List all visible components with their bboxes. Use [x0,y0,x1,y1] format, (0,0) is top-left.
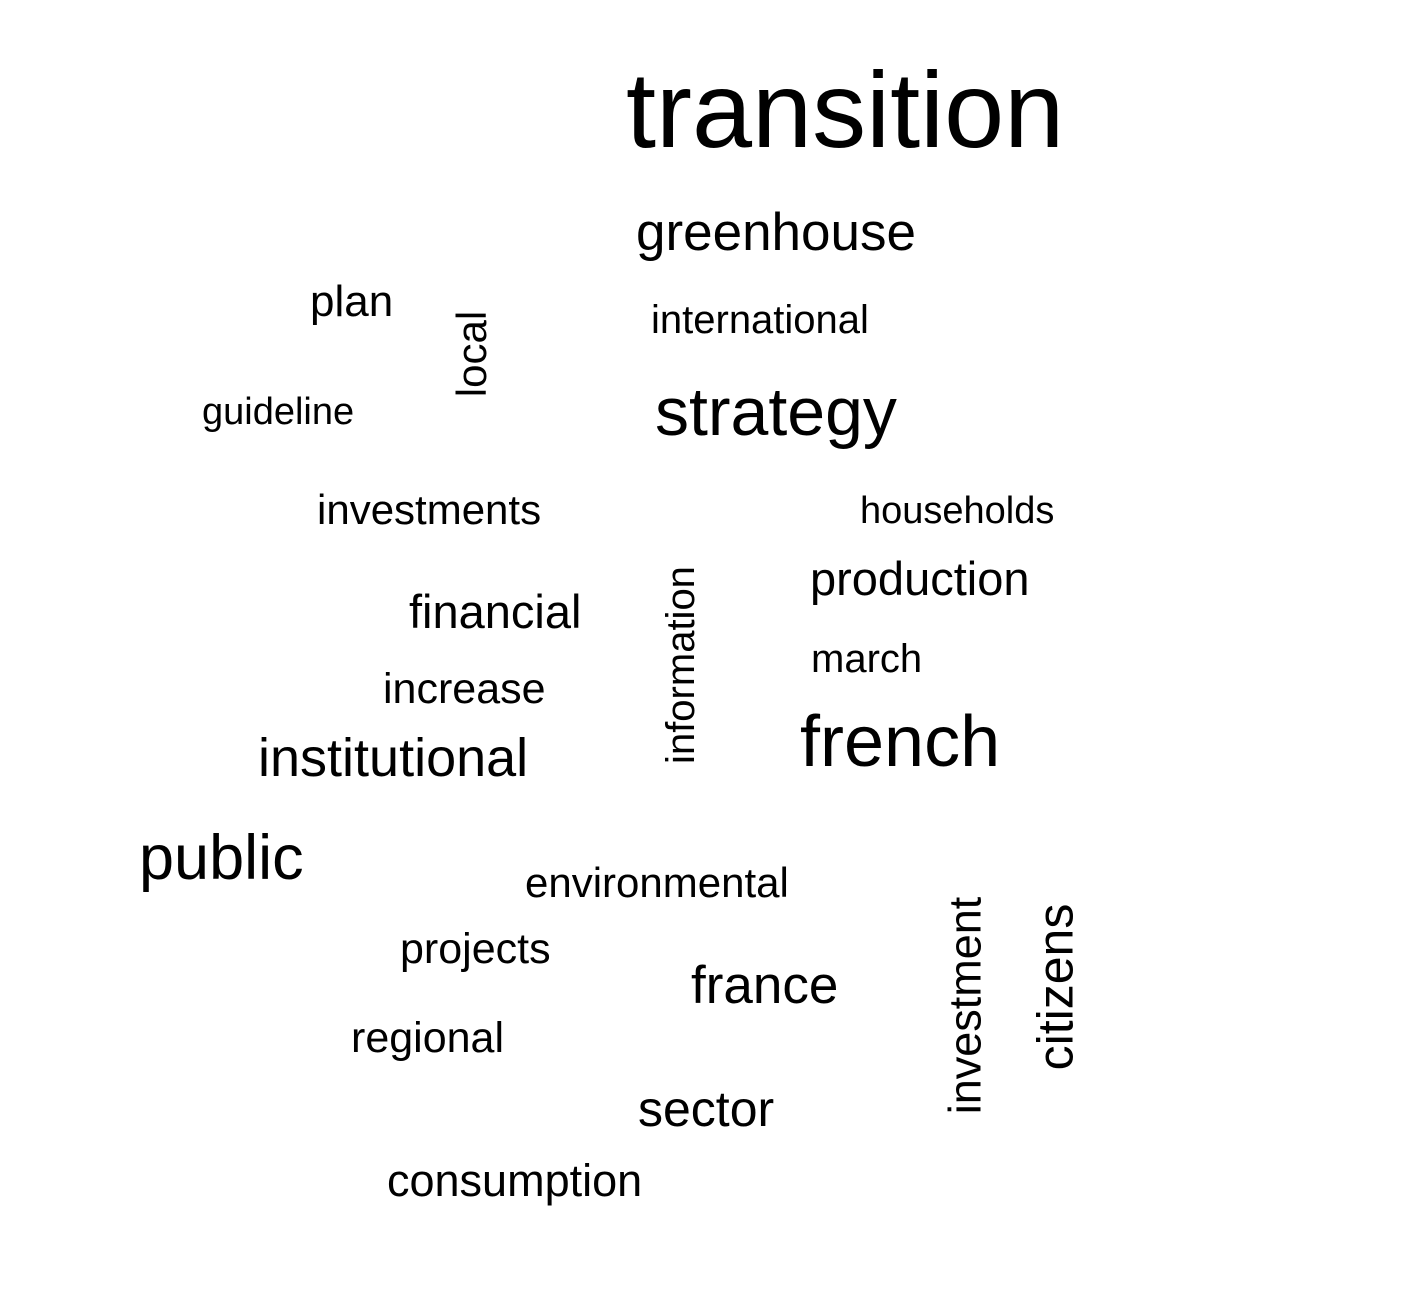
word-consumption: consumption [387,1155,643,1206]
word-guideline: guideline [202,391,355,433]
word-plan: plan [310,277,394,326]
word-information: information [658,566,703,764]
word-environmental: environmental [525,859,789,906]
word-strategy: strategy [655,374,897,450]
word-regional: regional [351,1014,504,1062]
word-investments: investments [317,486,542,533]
word-public: public [139,823,304,893]
word-french: french [800,702,1001,782]
word-france: france [691,956,839,1015]
word-greenhouse: greenhouse [636,203,916,262]
word-citizens: citizens [1027,903,1084,1071]
word-production: production [810,552,1030,605]
word-local: local [448,310,496,398]
word-projects: projects [400,925,551,973]
word-institutional: institutional [258,728,529,788]
word-sector: sector [638,1081,775,1137]
word-investment: investment [939,896,991,1115]
word-international: international [651,298,869,342]
word-transition: transition [626,49,1065,170]
word-march: march [811,637,923,681]
word-households: households [860,490,1055,532]
word-increase: increase [383,665,546,713]
word-financial: financial [409,585,582,638]
